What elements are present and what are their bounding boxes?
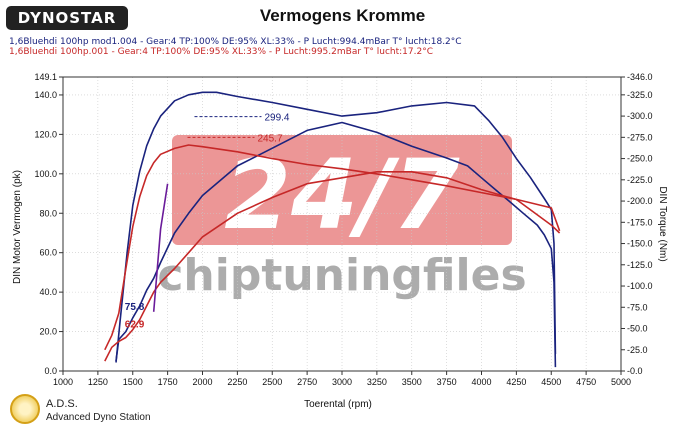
y-tick-label: 0.0 (44, 366, 57, 376)
y2-tick-label: -346.0 (627, 72, 653, 82)
series-line-2 (115, 121, 557, 368)
y-tick-label: 140.0 (34, 90, 57, 100)
x-tick-label: 2000 (192, 377, 212, 387)
x-tick-label: 2250 (227, 377, 247, 387)
y2-tick-label: -175.0 (627, 217, 653, 227)
y2-tick-label: -50.0 (627, 324, 648, 334)
y2-tick-label: -300.0 (627, 111, 653, 121)
x-axis-label: Toerental (rpm) (304, 399, 372, 410)
y-tick-label: 60.0 (39, 248, 57, 258)
dynostar-logo: DYNOSTAR (6, 6, 128, 30)
watermark-box (172, 135, 512, 245)
y2-tick-label: -150.0 (627, 239, 653, 249)
y2-tick-label: -100.0 (627, 281, 653, 291)
y2-axis-label: DIN Torque (Nm) (657, 186, 668, 261)
y2-tick-label: -225.0 (627, 175, 653, 185)
y2-tick-label: -275.0 (627, 132, 653, 142)
ads-logo-icon (10, 394, 40, 424)
ads-subtitle: Advanced Dyno Station (46, 412, 151, 423)
x-tick-label: 3500 (402, 377, 422, 387)
y2-tick-label: -25.0 (627, 345, 648, 355)
x-tick-label: 5000 (611, 377, 631, 387)
x-tick-label: 2750 (297, 377, 317, 387)
x-tick-label: 4500 (541, 377, 561, 387)
y2-tick-label: -200.0 (627, 196, 653, 206)
x-tick-label: 2500 (262, 377, 282, 387)
chart-title: Vermogens Kromme (259, 6, 426, 25)
run-info-2: 1,6Bluehdi 100hp.001 - Gear:4 TP:100% DE… (9, 47, 433, 57)
run-info-1: 1,6Bluehdi 100hp mod1.004 - Gear:4 TP:10… (9, 37, 462, 47)
annotation-label-1: 299.4 (264, 113, 289, 124)
y-tick-label: 149.1 (34, 72, 57, 82)
annotation-label-4: 62.9 (125, 320, 145, 331)
y2-tick-label: -75.0 (627, 302, 648, 312)
annotation-label-3: 75.8 (125, 302, 145, 313)
y2-tick-label: -325.0 (627, 90, 653, 100)
y-tick-label: 20.0 (39, 327, 57, 337)
x-tick-label: 3250 (367, 377, 387, 387)
y-tick-label: 80.0 (39, 208, 57, 218)
annotations: 299.4 245.7 75.8 62.9 (125, 113, 290, 331)
grid (62, 77, 622, 372)
y-axis-label: DIN Motor Vermogen (pk) (12, 170, 23, 284)
x-tick-label: 4000 (471, 377, 491, 387)
x-tick-label: 1000 (53, 377, 73, 387)
y-tick-label: 100.0 (34, 169, 57, 179)
x-tick-label: 1500 (123, 377, 143, 387)
y2-tick-label: -250.0 (627, 154, 653, 164)
y2-tick-label: -125.0 (627, 260, 653, 270)
series-line-3 (104, 144, 561, 351)
y-tick-label: 40.0 (39, 287, 57, 297)
x-tick-label: 3000 (332, 377, 352, 387)
y2-tick-label: -0.0 (627, 366, 643, 376)
x-tick-label: 1250 (88, 377, 108, 387)
ads-brand: A.D.S. (46, 398, 78, 410)
x-tick-label: 4250 (506, 377, 526, 387)
series-line-4 (104, 171, 561, 362)
x-tick-label: 4750 (576, 377, 596, 387)
series-line-5 (152, 183, 169, 312)
series-line-1 (115, 91, 557, 363)
y-tick-label: 120.0 (34, 129, 57, 139)
annotation-label-2: 245.7 (258, 133, 283, 144)
series-group (104, 91, 561, 368)
axes: 1000 1250 1500 1750 2000 2250 2500 2750 3000 3250… (34, 72, 652, 387)
x-tick-label: 1750 (158, 377, 178, 387)
x-tick-label: 3750 (437, 377, 457, 387)
